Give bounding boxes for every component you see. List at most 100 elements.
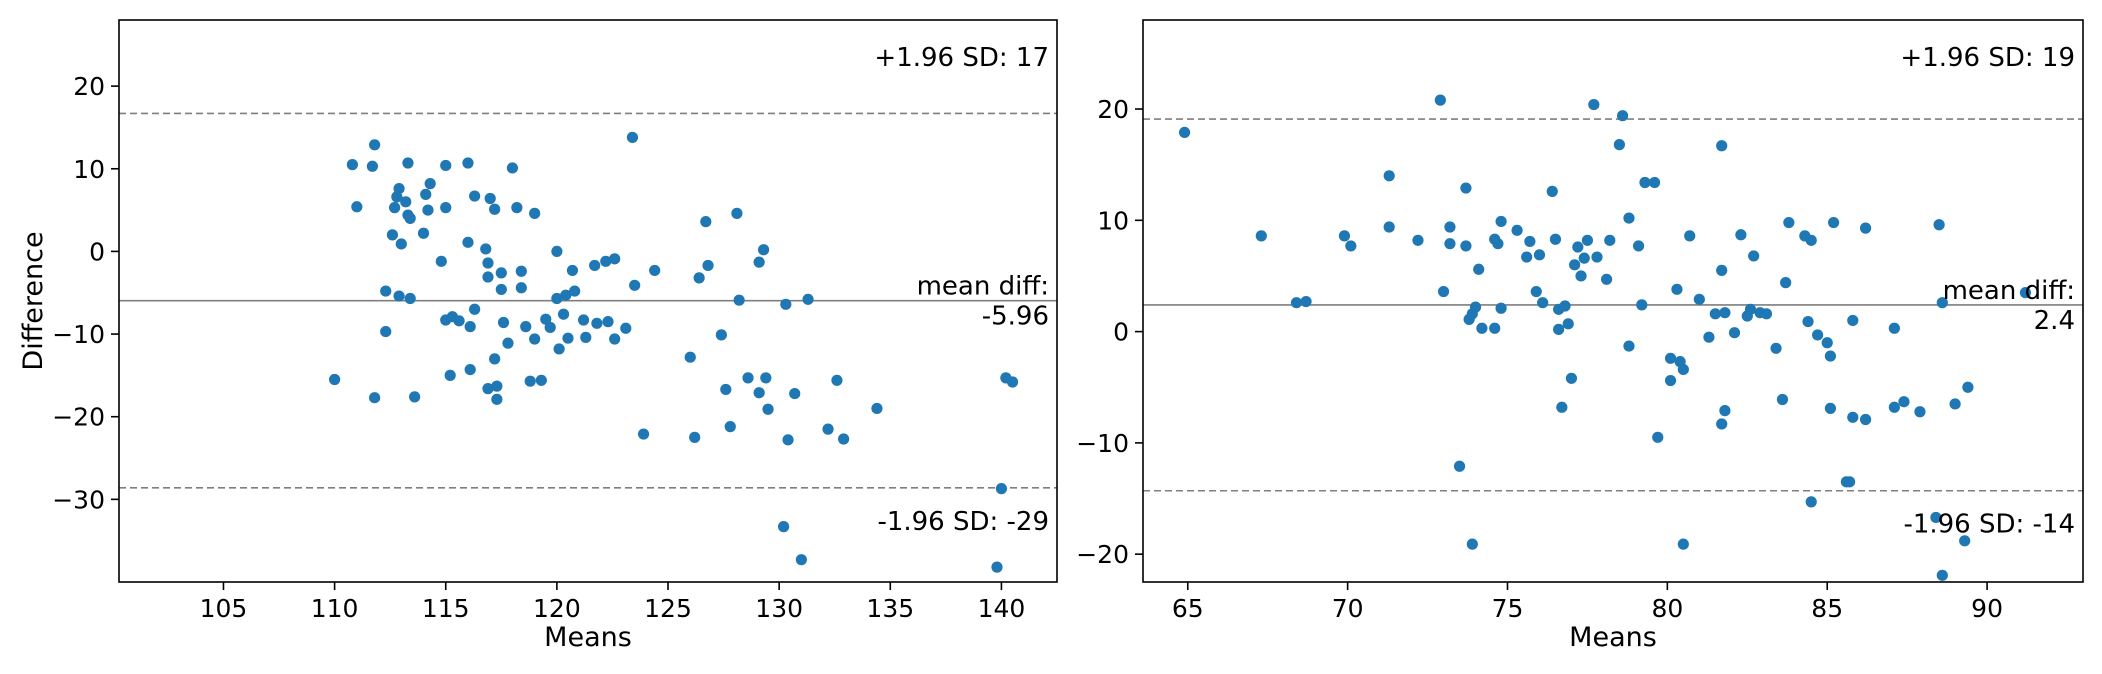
data-point [491, 380, 503, 392]
data-point [1709, 308, 1721, 320]
data-point [822, 423, 834, 435]
data-point [1962, 381, 1974, 393]
data-point [1805, 496, 1817, 508]
data-point [1776, 393, 1789, 406]
data-point [464, 321, 476, 333]
data-point [366, 160, 378, 172]
data-point [1805, 234, 1817, 246]
data-point [1412, 234, 1424, 246]
data-point [393, 290, 405, 302]
data-point [1578, 252, 1590, 264]
data-point [1744, 303, 1757, 315]
data-point [591, 317, 603, 329]
data-point [1812, 329, 1824, 341]
data-point [2019, 287, 2032, 299]
data-point [1716, 264, 1728, 276]
data-point [569, 285, 581, 297]
x-tick-label: 125 [644, 594, 692, 623]
data-point [1719, 307, 1731, 319]
y-axis-ticks: −30 −20 −10 0 10 20 [52, 72, 119, 514]
y-tick-label: −20 [52, 403, 105, 432]
data-point [369, 392, 381, 404]
data-point [1821, 337, 1833, 349]
y-tick-label: 20 [73, 72, 105, 101]
data-point [1748, 250, 1760, 262]
y-tick-label: 0 [89, 237, 105, 266]
data-point [469, 190, 481, 202]
data-point [524, 375, 536, 387]
y-axis-label: Difference [18, 231, 49, 370]
x-axis-ticks: 65 70 75 80 85 90 [1172, 582, 2003, 623]
plot-frame [118, 19, 1058, 583]
data-point [780, 298, 792, 310]
data-point [1616, 110, 1629, 122]
x-tick-label: 135 [866, 594, 914, 623]
data-point [637, 428, 650, 440]
data-point [535, 374, 547, 386]
x-tick-label: 75 [1492, 594, 1524, 623]
y-tick-label: −20 [1076, 540, 1129, 569]
data-point [1632, 240, 1645, 252]
data-point [1549, 233, 1562, 245]
data-point [1444, 238, 1456, 250]
data-point [1460, 240, 1472, 252]
data-point [1716, 418, 1728, 430]
data-point [724, 421, 736, 433]
data-point [1693, 293, 1705, 305]
data-point [1888, 401, 1900, 413]
data-point [351, 201, 363, 213]
x-axis-label: Means [544, 622, 632, 653]
data-point [1623, 212, 1635, 224]
x-tick-label: 130 [755, 594, 803, 623]
data-point [1255, 230, 1267, 242]
data-point [1489, 322, 1501, 334]
data-point [991, 561, 1003, 573]
scatter-points [329, 131, 1019, 573]
data-point [720, 383, 732, 396]
data-point [400, 196, 412, 208]
data-point [386, 229, 398, 241]
data-point [753, 387, 765, 399]
data-point [731, 207, 743, 219]
x-tick-label: 90 [1971, 594, 2003, 623]
data-point [1601, 273, 1613, 285]
y-axis-ticks: −20 −10 0 10 20 [1076, 95, 1143, 569]
data-point [1684, 230, 1696, 242]
data-point [482, 383, 494, 395]
left-panel: 105 110 115 120 125 130 135 140 −30−20−1001020 … [18, 19, 1058, 653]
data-point [480, 243, 492, 255]
data-point [995, 483, 1008, 495]
data-point [409, 391, 421, 403]
data-point [1556, 401, 1568, 413]
data-point [495, 283, 507, 296]
data-point [1530, 285, 1542, 298]
data-point [329, 373, 341, 386]
data-point [580, 331, 592, 343]
data-point [1495, 215, 1507, 228]
right-panel: 65 70 75 80 85 90 −20 −10 0 10 20 +1.96 SD: 19 me… [1076, 19, 2084, 653]
data-point [1466, 538, 1478, 550]
data-point [762, 403, 774, 415]
data-point [1959, 535, 1971, 547]
data-point [1546, 185, 1558, 197]
data-point [1914, 406, 1926, 418]
data-point [1780, 277, 1792, 289]
data-point [1664, 374, 1677, 387]
upper-loa-label: +1.96 SD: 19 [1900, 43, 2075, 73]
data-point [511, 202, 523, 214]
data-point [1476, 322, 1488, 334]
data-point [380, 325, 392, 338]
data-point [871, 402, 883, 415]
x-axis-ticks: 105 110 115 120 125 130 135 140 [200, 582, 1025, 623]
data-point [380, 285, 392, 297]
data-point [395, 238, 407, 250]
data-point [1569, 259, 1581, 271]
data-point [1434, 94, 1446, 106]
data-point [422, 204, 434, 216]
data-point [1828, 216, 1840, 229]
data-point [1591, 251, 1603, 263]
data-point [1290, 297, 1303, 309]
data-point [795, 554, 807, 566]
scatter-points [1178, 94, 2032, 581]
data-point [1383, 170, 1395, 182]
